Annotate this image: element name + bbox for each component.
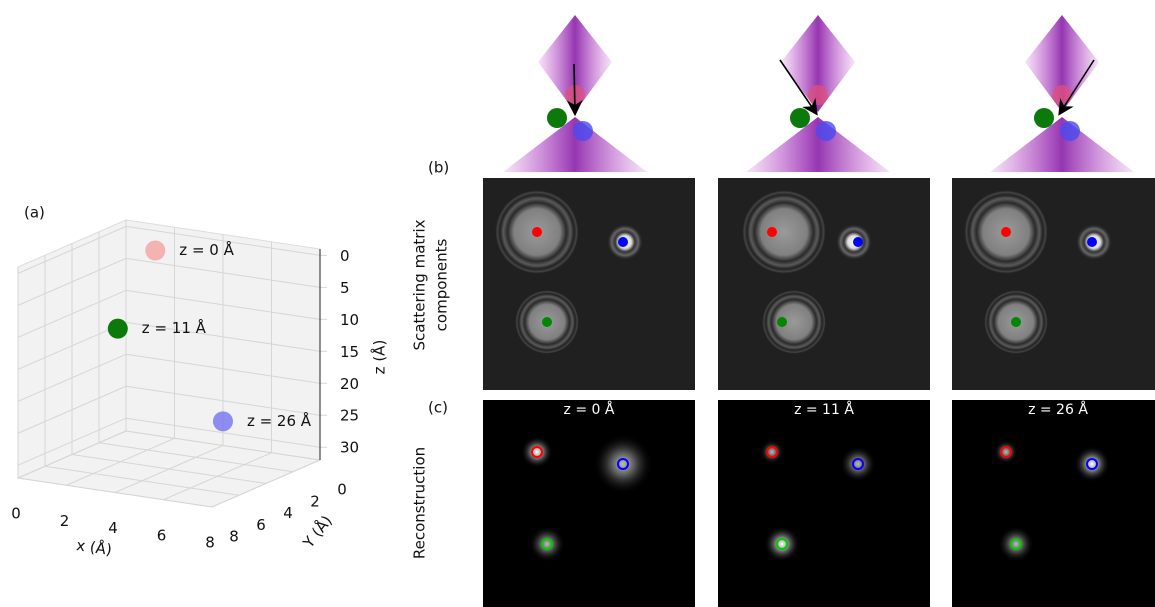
glow — [760, 440, 784, 464]
x-tick-label: 8 — [205, 534, 215, 552]
dot — [767, 227, 777, 237]
beam-arrow — [574, 64, 575, 113]
x-tick-label: 6 — [157, 526, 167, 544]
row-label: Scattering matrix — [411, 219, 429, 350]
atom — [1034, 108, 1054, 128]
recon-image — [952, 400, 1155, 607]
glow — [998, 526, 1034, 562]
figure: 0246802468051015202530x (Å)Y (Å)z (Å)z =… — [0, 0, 1155, 607]
glow — [994, 440, 1018, 464]
illustrations — [503, 15, 1134, 172]
dot — [618, 237, 628, 247]
recon-image — [718, 400, 930, 607]
panel-label: (a) — [24, 204, 45, 222]
y-axis-label: Y (Å) — [298, 511, 336, 552]
row-label: Reconstruction — [411, 447, 429, 559]
y-tick-label: 4 — [283, 504, 293, 522]
z-tick-label: 5 — [340, 279, 350, 297]
blob — [742, 190, 826, 274]
row-label: components — [433, 238, 451, 331]
y-tick-label: 8 — [229, 528, 239, 546]
z-tick-label: 30 — [340, 439, 359, 457]
point — [145, 241, 165, 261]
atom — [547, 108, 567, 128]
image-title: z = 11 Å — [794, 401, 854, 418]
y-tick-label: 2 — [310, 492, 320, 510]
x-tick-label: 0 — [11, 505, 21, 523]
z-tick-label: 10 — [340, 311, 359, 329]
x-axis-label: x (Å) — [75, 535, 113, 559]
y-tick-label: 0 — [337, 481, 347, 499]
z-tick-label: 25 — [340, 407, 359, 425]
y-tick-label: 6 — [256, 516, 266, 534]
dot — [853, 237, 863, 247]
dot — [777, 317, 787, 327]
z-tick-label: 0 — [340, 247, 350, 265]
glow — [593, 434, 653, 494]
atom — [1052, 85, 1072, 105]
glow — [529, 526, 565, 562]
atom — [573, 121, 593, 141]
dot — [532, 227, 542, 237]
atom — [1060, 121, 1080, 141]
glow — [521, 436, 553, 468]
dot — [1011, 317, 1021, 327]
point — [108, 319, 128, 339]
glow — [764, 526, 800, 562]
atom — [808, 85, 828, 105]
point-label: z = 11 Å — [142, 318, 207, 337]
glow — [840, 446, 876, 482]
z-axis-label: z (Å) — [370, 340, 389, 375]
panel-label: (b) — [428, 159, 449, 177]
atom — [790, 108, 810, 128]
point-label: z = 26 Å — [247, 411, 312, 430]
point-label: z = 0 Å — [179, 240, 234, 259]
x-tick-label: 2 — [60, 512, 70, 530]
image-panels: z = 0 Å z = 11 Å z = 26 Å — [483, 178, 1155, 607]
panel-label: (c) — [428, 399, 448, 417]
recon-image — [483, 400, 695, 607]
image-title: z = 0 Å — [564, 401, 615, 418]
z-tick-label: 20 — [340, 375, 359, 393]
glow — [1074, 446, 1110, 482]
dot — [1087, 237, 1097, 247]
blob — [762, 290, 826, 354]
z-tick-label: 15 — [340, 343, 359, 361]
dot — [1001, 227, 1011, 237]
atom — [816, 121, 836, 141]
x-tick-label: 4 — [108, 519, 118, 537]
point — [213, 411, 233, 431]
image-title: z = 26 Å — [1028, 401, 1088, 418]
dot — [542, 317, 552, 327]
